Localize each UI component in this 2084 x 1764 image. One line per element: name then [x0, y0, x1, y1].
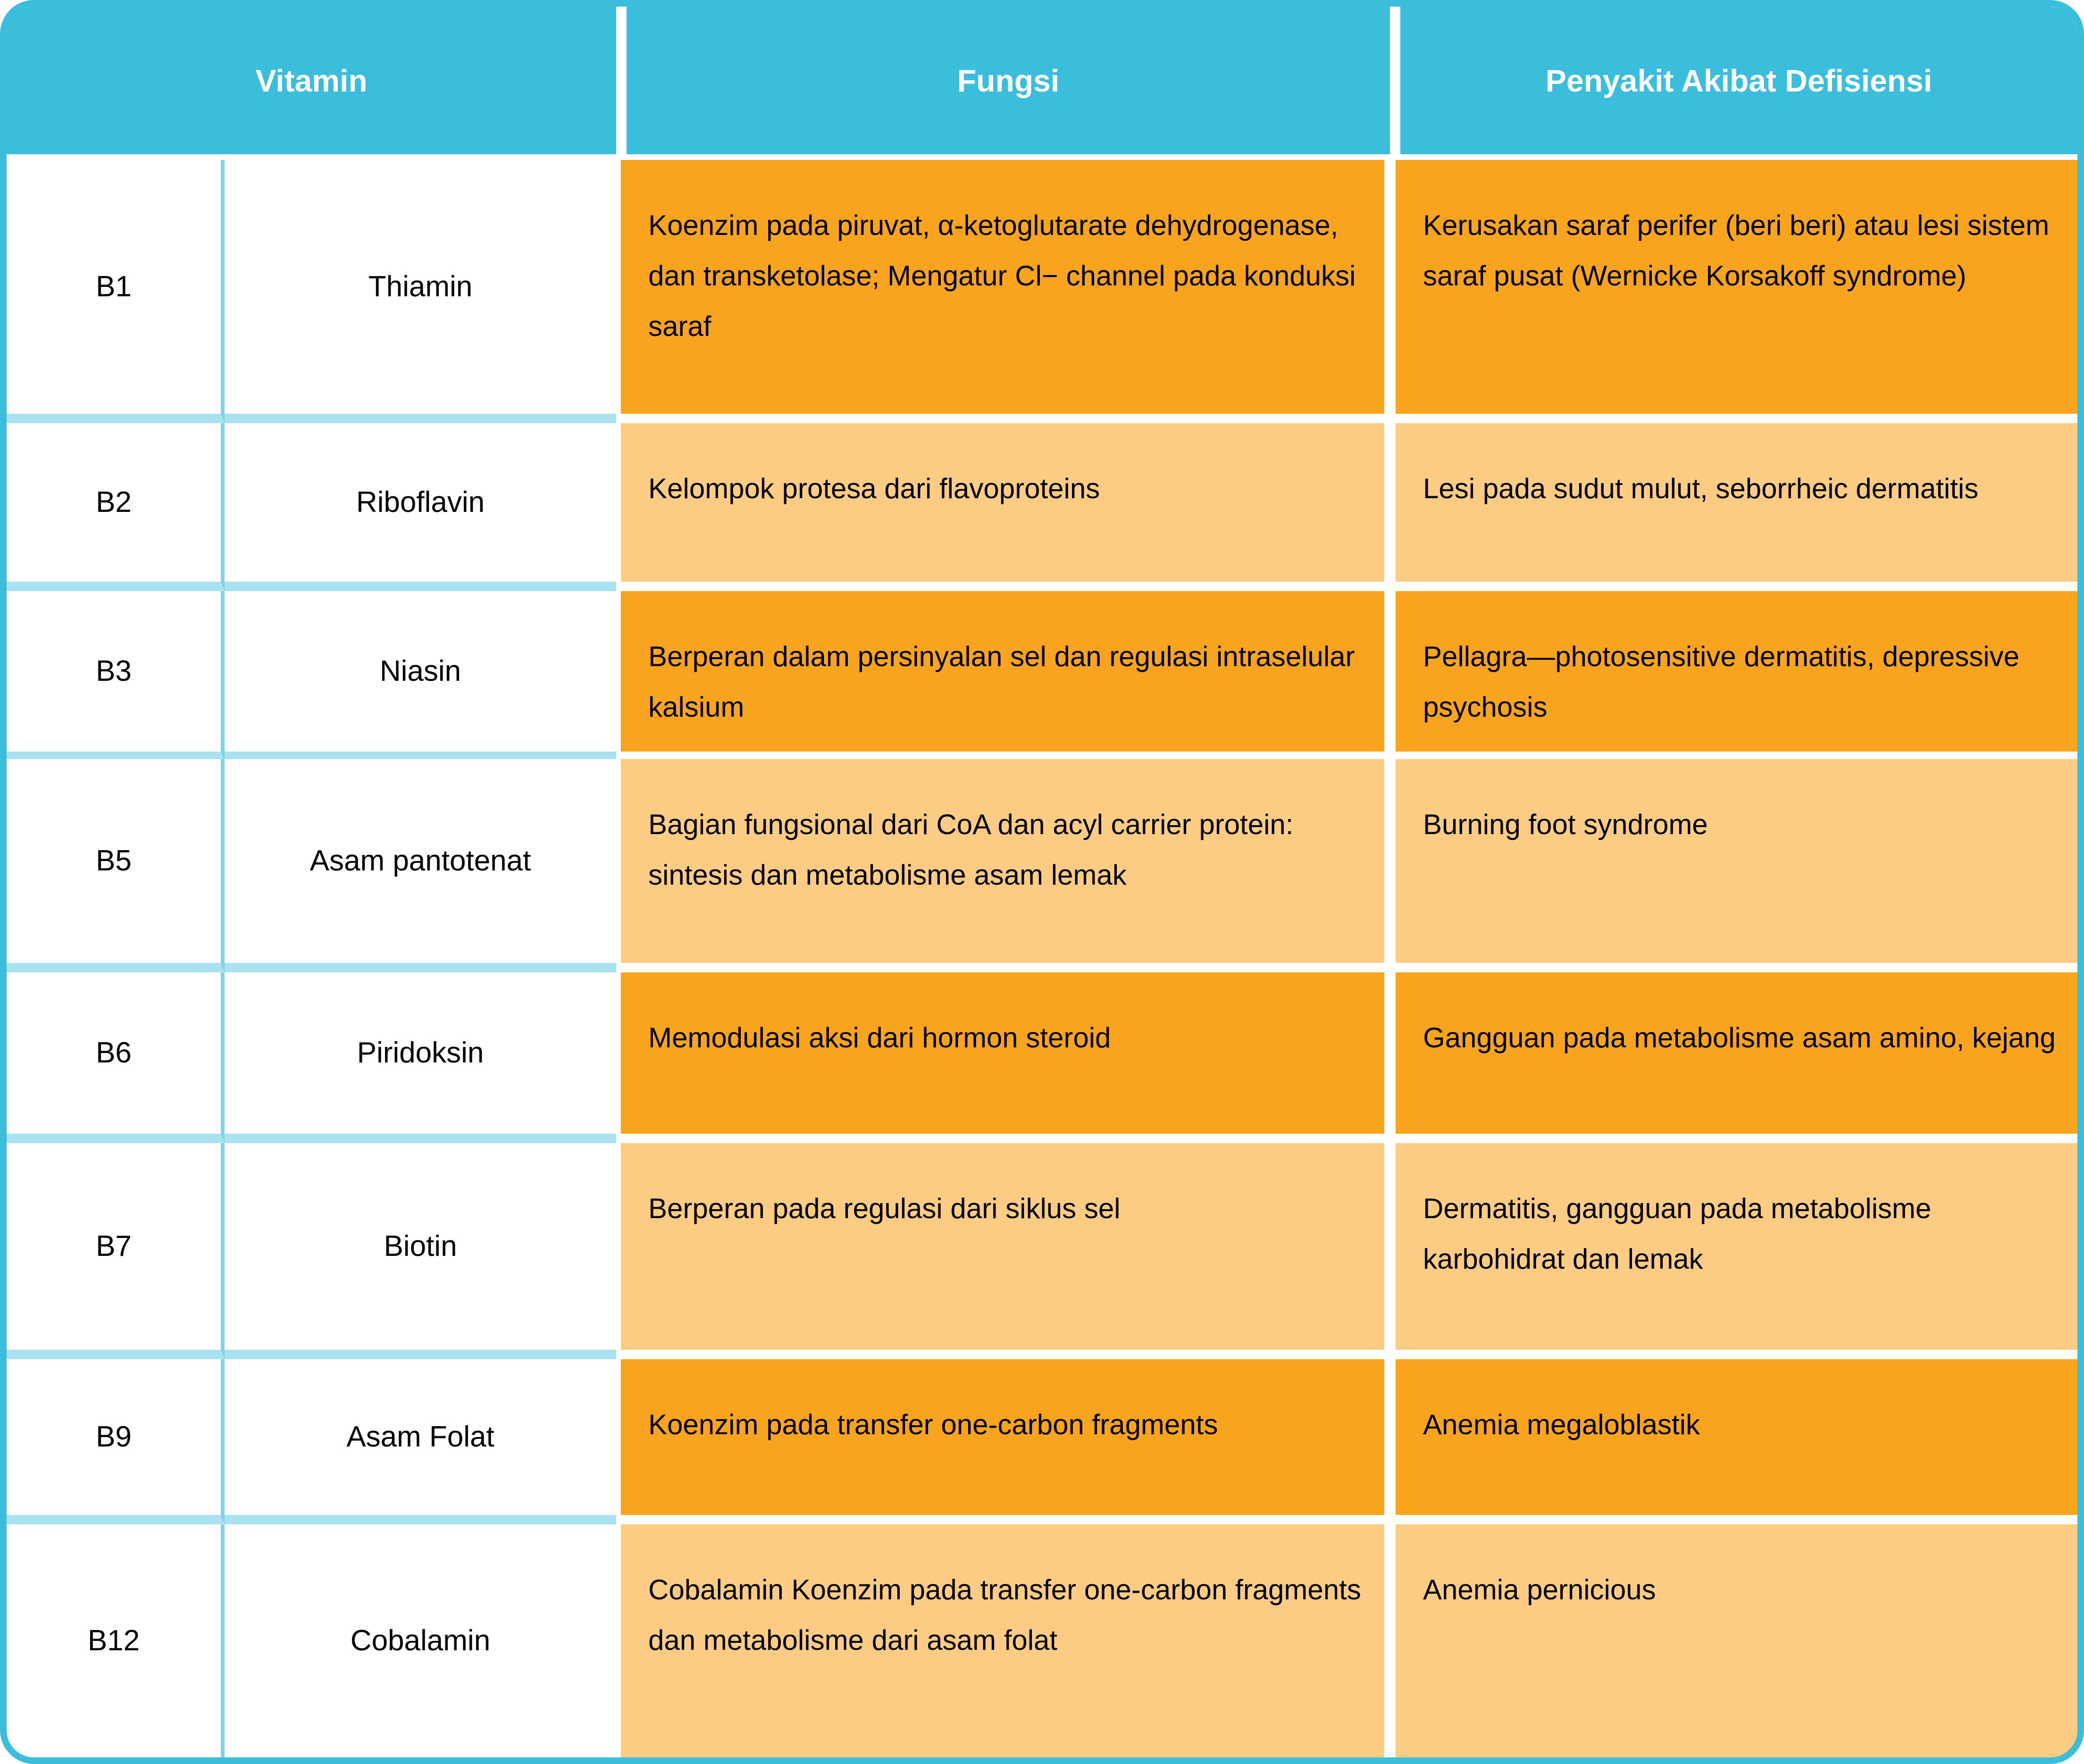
vitamin-code-cell: B2: [7, 423, 225, 591]
penyakit-text: Gangguan pada metabolisme asam amino, ke…: [1423, 1022, 2056, 1053]
fungsi-cell: Berperan dalam persinyalan sel dan regul…: [621, 591, 1384, 752]
fungsi-cell: Memodulasi aksi dari hormon steroid: [621, 972, 1384, 1134]
fungsi-cell: Koenzim pada transfer one-carbon fragmen…: [621, 1359, 1384, 1515]
vitamin-code: B3: [96, 655, 132, 688]
table-row: B5 Asam pantotenat Bagian fungsional dar…: [7, 759, 2077, 972]
fungsi-cell: Bagian fungsional dari CoA dan acyl carr…: [621, 759, 1384, 963]
vitamin-code: B12: [87, 1624, 140, 1657]
vitamin-code: B2: [96, 486, 132, 519]
column-header-vitamin: Vitamin: [7, 7, 616, 154]
table-row: B12 Cobalamin Cobalamin Koenzim pada tra…: [7, 1524, 2077, 1757]
fungsi-cell: Koenzim pada piruvat, α-ketoglutarate de…: [621, 160, 1384, 414]
table-row: B2 Riboflavin Kelompok protesa dari flav…: [7, 423, 2077, 591]
vitamin-name: Thiamin: [368, 270, 473, 303]
fungsi-text: Koenzim pada transfer one-carbon fragmen…: [648, 1409, 1218, 1440]
penyakit-cell: Anemia megaloblastik: [1396, 1359, 2077, 1515]
vitamin-code-cell: B9: [7, 1359, 225, 1524]
column-header-fungsi-label: Fungsi: [957, 63, 1060, 98]
penyakit-text: Anemia megaloblastik: [1423, 1409, 1700, 1440]
vitamin-code-cell: B7: [7, 1143, 225, 1359]
vitamin-name-cell: Cobalamin: [225, 1524, 616, 1757]
penyakit-cell: Anemia pernicious: [1396, 1524, 2077, 1757]
vitamin-name: Asam Folat: [346, 1421, 494, 1454]
vitamin-name: Asam pantotenat: [310, 844, 531, 878]
fungsi-cell: Kelompok protesa dari flavoproteins: [621, 423, 1384, 582]
vitamin-code: B5: [96, 844, 132, 878]
vitamin-code-cell: B1: [7, 160, 225, 423]
column-header-penyakit: Penyakit Akibat Defisiensi: [1400, 7, 2077, 154]
fungsi-cell: Berperan pada regulasi dari siklus sel: [621, 1143, 1384, 1350]
fungsi-text: Bagian fungsional dari CoA dan acyl carr…: [648, 809, 1294, 891]
header-body-divider: [7, 154, 2077, 160]
table-row: B1 Thiamin Koenzim pada piruvat, α-ketog…: [7, 160, 2077, 423]
vitamin-code-cell: B5: [7, 759, 225, 972]
penyakit-cell: Kerusakan saraf perifer (beri beri) atau…: [1396, 160, 2077, 414]
penyakit-text: Anemia pernicious: [1423, 1574, 1656, 1605]
penyakit-cell: Lesi pada sudut mulut, seborrheic dermat…: [1396, 423, 2077, 582]
fungsi-text: Berperan dalam persinyalan sel dan regul…: [648, 641, 1355, 723]
fungsi-cell: Cobalamin Koenzim pada transfer one-carb…: [621, 1524, 1384, 1757]
penyakit-text: Dermatitis, gangguan pada metabolisme ka…: [1423, 1193, 1932, 1275]
vitamin-name: Piridoksin: [357, 1037, 484, 1070]
vitamin-name-cell: Thiamin: [225, 160, 616, 423]
vitamin-code: B7: [96, 1230, 132, 1263]
fungsi-text: Cobalamin Koenzim pada transfer one-carb…: [648, 1574, 1361, 1656]
vitamin-code-cell: B12: [7, 1524, 225, 1757]
fungsi-text: Memodulasi aksi dari hormon steroid: [648, 1022, 1111, 1053]
vitamin-name-cell: Niasin: [225, 591, 616, 761]
vitamin-code: B9: [96, 1421, 132, 1454]
penyakit-text: Pellagra—photosensitive dermatitis, depr…: [1423, 641, 2019, 723]
penyakit-text: Burning foot syndrome: [1423, 809, 1708, 840]
penyakit-cell: Gangguan pada metabolisme asam amino, ke…: [1396, 972, 2077, 1134]
vitamin-name-cell: Biotin: [225, 1143, 616, 1359]
column-header-fungsi: Fungsi: [627, 7, 1390, 154]
penyakit-text: Kerusakan saraf perifer (beri beri) atau…: [1423, 209, 2050, 292]
vitamin-code-cell: B3: [7, 591, 225, 761]
table-row: B3 Niasin Berperan dalam persinyalan sel…: [7, 591, 2077, 761]
column-header-vitamin-label: Vitamin: [255, 63, 368, 98]
table-row: B9 Asam Folat Koenzim pada transfer one-…: [7, 1359, 2077, 1524]
header-column-gap: [1390, 7, 1400, 154]
penyakit-text: Lesi pada sudut mulut, seborrheic dermat…: [1423, 473, 1979, 504]
fungsi-text: Koenzim pada piruvat, α-ketoglutarate de…: [648, 209, 1356, 342]
penyakit-cell: Pellagra—photosensitive dermatitis, depr…: [1396, 591, 2077, 752]
table-body: B1 Thiamin Koenzim pada piruvat, α-ketog…: [7, 160, 2077, 1757]
table-header: Vitamin Fungsi Penyakit Akibat Defisiens…: [7, 7, 2077, 154]
vitamin-name: Cobalamin: [350, 1624, 491, 1657]
vitamin-name-cell: Asam pantotenat: [225, 759, 616, 972]
vitamin-name: Biotin: [384, 1230, 457, 1263]
vitamin-name: Niasin: [379, 655, 461, 688]
table-row: B6 Piridoksin Memodulasi aksi dari hormo…: [7, 972, 2077, 1143]
column-header-penyakit-label: Penyakit Akibat Defisiensi: [1545, 63, 1933, 98]
vitamin-code: B6: [96, 1037, 132, 1070]
penyakit-cell: Burning foot syndrome: [1396, 759, 2077, 963]
vitamin-name: Riboflavin: [356, 486, 485, 519]
header-column-gap: [616, 7, 627, 154]
vitamin-code-cell: B6: [7, 972, 225, 1143]
vitamin-name-cell: Asam Folat: [225, 1359, 616, 1524]
vitamin-code: B1: [96, 270, 132, 303]
fungsi-text: Berperan pada regulasi dari siklus sel: [648, 1193, 1121, 1224]
vitamin-name-cell: Riboflavin: [225, 423, 616, 591]
table-row: B7 Biotin Berperan pada regulasi dari si…: [7, 1143, 2077, 1359]
vitamin-name-cell: Piridoksin: [225, 972, 616, 1143]
penyakit-cell: Dermatitis, gangguan pada metabolisme ka…: [1396, 1143, 2077, 1350]
fungsi-text: Kelompok protesa dari flavoproteins: [648, 473, 1100, 504]
